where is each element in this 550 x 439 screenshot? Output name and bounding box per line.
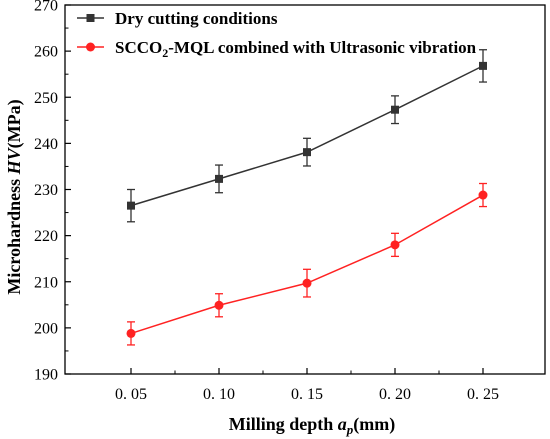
y-tick-label: 270: [34, 0, 58, 15]
data-point: [479, 61, 487, 70]
y-axis-ticks: 190 200 210 220 230 240 250 260 270: [34, 0, 71, 384]
x-axis-title: Milling depth ap(mm): [229, 414, 396, 437]
y-tick-label: 190: [34, 367, 58, 384]
y-axis-title-var: HV: [4, 146, 24, 175]
x-tick-label: 0. 05: [115, 386, 147, 403]
data-point: [390, 240, 400, 250]
x-axis-title-unit: (mm): [353, 414, 395, 435]
y-tick-label: 210: [34, 274, 58, 291]
data-point: [215, 174, 223, 183]
legend-marker-dry: [86, 14, 95, 22]
y-tick-label: 220: [34, 228, 58, 245]
x-axis-ticks: 0. 05 0. 10 0. 15 0. 20 0. 25: [115, 368, 499, 403]
plot-area: [64, 4, 546, 375]
y-tick-label: 240: [34, 136, 58, 153]
x-tick-label: 0. 10: [203, 386, 235, 403]
legend-label-scco2-part2: -MQL combined with Ultrasonic vibration: [168, 38, 476, 57]
y-tick-label: 260: [34, 44, 58, 61]
y-tick-label: 230: [34, 182, 58, 199]
x-tick-label: 0. 20: [379, 386, 411, 403]
legend-marker-scco2: [86, 42, 95, 52]
legend-label-scco2-part1: SCCO: [115, 38, 162, 57]
x-axis-title-main: Milling depth: [229, 414, 338, 434]
series-line: [130, 65, 484, 207]
data-point: [478, 190, 488, 200]
series-1: [127, 49, 487, 223]
legend: Dry cutting conditions SCCO2-MQL combine…: [77, 9, 477, 60]
data-point: [126, 328, 136, 338]
x-axis-title-sub: p: [346, 422, 354, 437]
y-tick-label: 250: [34, 90, 58, 107]
data-point: [391, 105, 399, 114]
series-line: [130, 194, 484, 335]
data-point: [303, 148, 311, 157]
x-tick-label: 0. 15: [291, 386, 323, 403]
data-point: [214, 300, 224, 310]
legend-label-dry: Dry cutting conditions: [115, 9, 278, 28]
legend-label-scco2: SCCO2-MQL combined with Ultrasonic vibra…: [115, 38, 477, 60]
series-2: [126, 182, 488, 346]
x-axis-title-var: a: [338, 414, 347, 434]
legend-label-scco2-sub: 2: [162, 46, 168, 60]
y-axis-title-main: Microhardness: [4, 174, 24, 294]
y-tick-label: 200: [34, 320, 58, 337]
plot-frame: [64, 4, 546, 375]
data-point: [127, 201, 135, 210]
x-tick-label: 0. 25: [467, 386, 499, 403]
data-point: [302, 278, 312, 288]
y-axis-title-unit: (MPa): [4, 99, 25, 148]
series-layer: [126, 49, 488, 346]
y-axis-title: Microhardness HV(MPa): [4, 99, 25, 294]
